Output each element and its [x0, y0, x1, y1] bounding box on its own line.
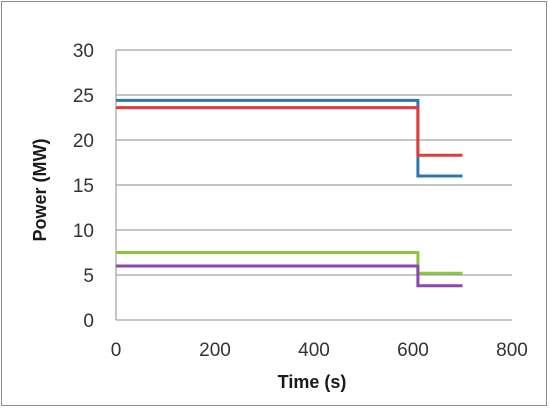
x-tick-label: 200 — [199, 340, 231, 361]
y-tick-label: 15 — [73, 176, 94, 197]
y-tick-label: 20 — [73, 131, 94, 152]
series-line-3 — [116, 251, 463, 275]
x-tick-label: 600 — [397, 340, 429, 361]
x-tick-label: 0 — [111, 340, 122, 361]
series-line-4 — [116, 264, 463, 288]
x-tick-labels: 0 200 400 600 800 — [111, 340, 528, 361]
x-tick-label: 800 — [496, 340, 528, 361]
y-axis-label: Power (MW) — [30, 139, 50, 242]
y-tick-label: 0 — [83, 311, 94, 332]
y-tick-label: 30 — [73, 41, 94, 62]
grid-lines — [115, 49, 512, 321]
series-lines — [116, 98, 463, 288]
series-line-2 — [116, 106, 463, 157]
x-tick-label: 400 — [298, 340, 330, 361]
y-tick-labels: 0 5 10 15 20 25 30 — [73, 41, 94, 332]
y-tick-label: 25 — [73, 86, 94, 107]
series-line-1 — [116, 98, 463, 178]
y-tick-label: 10 — [73, 221, 94, 242]
y-tick-label: 5 — [83, 266, 94, 287]
x-axis-label: Time (s) — [278, 372, 347, 392]
